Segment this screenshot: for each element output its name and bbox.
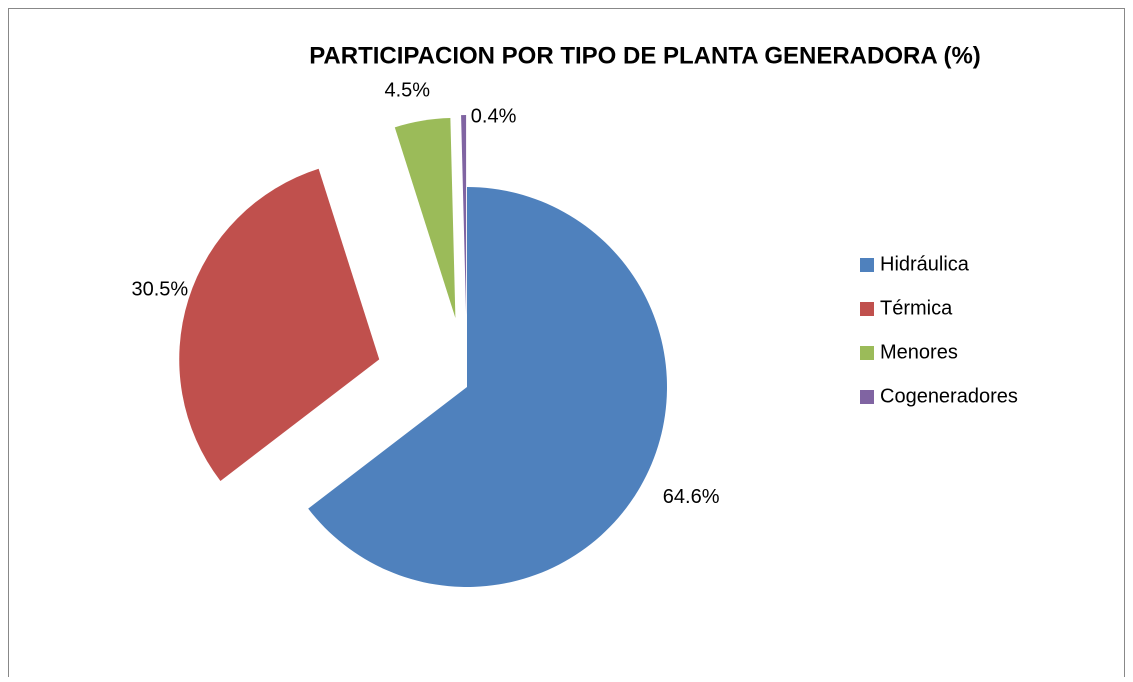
data-label: 64.6% [663,486,720,508]
data-label: 30.5% [131,279,188,301]
chart-title: PARTICIPACION POR TIPO DE PLANTA GENERAD… [309,42,981,69]
pie-slice [461,115,467,316]
legend-swatch [860,390,874,404]
legend-swatch [860,258,874,272]
legend-label: Térmica [880,297,953,319]
pie-slice [308,187,668,587]
legend-label: Menores [880,341,958,363]
data-label: 0.4% [471,105,517,127]
legend-swatch [860,302,874,316]
legend-swatch [860,346,874,360]
legend-label: Cogeneradores [880,385,1018,407]
pie-slice [179,168,380,481]
pie-slice [394,118,456,318]
data-label: 4.5% [384,79,430,101]
legend-label: Hidráulica [880,253,970,275]
